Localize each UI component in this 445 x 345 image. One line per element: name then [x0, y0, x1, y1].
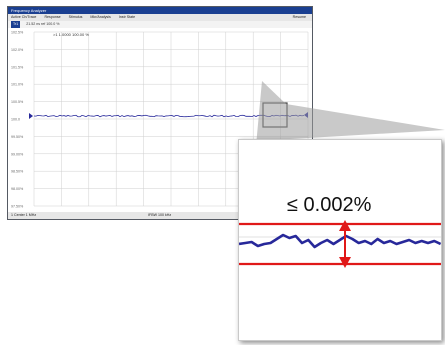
menu-resume[interactable]: Resume	[292, 15, 306, 19]
y-tick-label: 100.0	[11, 118, 20, 122]
zoom-panel: ≤ 0.002%	[238, 139, 442, 341]
menu-active-ch-trace[interactable]: Active Ch/Trace	[11, 15, 37, 19]
y-tick-label: 99.00%	[11, 152, 24, 156]
y-tick-labels: 102.5% 102.0% 101.5% 101.0% 100.5% 100.0 99.50…	[11, 31, 24, 209]
trace-info: 21.52 ns ref 100.0 %	[26, 22, 60, 26]
menu-bar: Active Ch/Trace Response Stimulus Mkr/An…	[8, 14, 312, 21]
y-tick-label: 99.50%	[11, 135, 24, 139]
y-tick-label: 101.5%	[11, 65, 24, 69]
window-title: Frequency Analyzer	[11, 8, 47, 13]
ref-level-marker[interactable]	[29, 113, 33, 119]
ifbw-label: IFBW 100 kHz	[148, 213, 172, 217]
zoomed-measurement-trace	[239, 233, 441, 249]
marker-readout: >1 1.0000 100.00 %	[53, 32, 89, 37]
y-tick-label: 102.0%	[11, 48, 24, 52]
menu-mkr-analysis[interactable]: Mkr/Analysis	[90, 15, 111, 19]
y-tick-label: 102.5%	[11, 31, 24, 35]
y-tick-label: 98.00%	[11, 187, 24, 191]
tolerance-label: ≤ 0.002%	[287, 194, 372, 216]
zoomed-trace-view	[239, 220, 441, 268]
menu-instr-state[interactable]: Instr State	[118, 15, 136, 19]
tolerance-arrow-head-down	[339, 257, 351, 268]
bottom-status-bar: 1 Center 1 MHz IFBW 100 kHz	[8, 212, 312, 219]
zoom-callout-shape	[238, 81, 445, 340]
tolerance-arrow-head-up	[339, 220, 351, 231]
y-tick-label: 98.50%	[11, 170, 24, 174]
center-frequency-label: 1 Center 1 MHz	[11, 213, 37, 217]
y-tick-label: 101.0%	[11, 83, 24, 87]
y-tick-label: 97.50%	[11, 205, 24, 209]
trace-badge[interactable]: Tr1	[11, 21, 21, 28]
title-bar: Frequency Analyzer	[8, 7, 312, 14]
menu-response[interactable]: Response	[44, 15, 61, 19]
menu-stimulus[interactable]: Stimulus	[68, 15, 83, 19]
trace-status-row: Tr1 21.52 ns ref 100.0 %	[8, 21, 312, 28]
y-tick-label: 100.5%	[11, 100, 24, 104]
